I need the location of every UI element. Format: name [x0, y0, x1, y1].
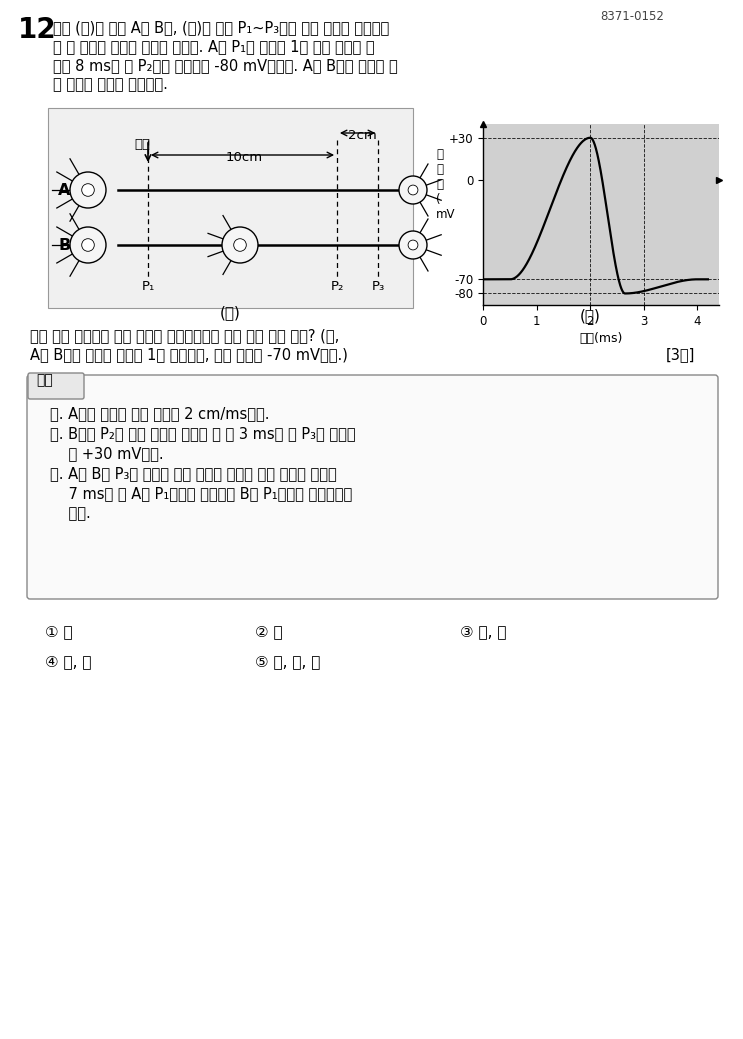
Text: (나): (나): [580, 308, 600, 323]
Circle shape: [70, 227, 106, 263]
X-axis label: 시간(ms): 시간(ms): [580, 331, 623, 345]
Text: ㄷ. A와 B의 P₃에 동시에 역치 이상의 자극을 주고 경과된 시간이: ㄷ. A와 B의 P₃에 동시에 역치 이상의 자극을 주고 경과된 시간이: [50, 467, 337, 481]
Text: (가): (가): [220, 305, 241, 320]
FancyBboxPatch shape: [27, 375, 718, 600]
FancyBboxPatch shape: [48, 108, 413, 308]
Text: A와 B에서 흥분의 전도는 1회 일어났고, 휴지 전위는 -70 mV이다.): A와 B에서 흥분의 전도는 1회 일어났고, 휴지 전위는 -70 mV이다.…: [30, 347, 348, 362]
FancyBboxPatch shape: [28, 373, 84, 399]
Text: ③ ㄱ, ㄴ: ③ ㄱ, ㄴ: [460, 624, 507, 639]
Circle shape: [408, 185, 418, 195]
Text: 을 때 막전위 변화를 나타낸 것이다. A의 P₁에 자극을 1회 주고 경과된 시: 을 때 막전위 변화를 나타낸 것이다. A의 P₁에 자극을 1회 주고 경과…: [53, 39, 374, 54]
Text: 2cm: 2cm: [348, 129, 377, 142]
Text: 10cm: 10cm: [226, 151, 263, 164]
Text: 8371-0152: 8371-0152: [600, 10, 664, 23]
Circle shape: [222, 227, 258, 263]
Circle shape: [408, 240, 418, 250]
Text: ② ㄷ: ② ㄷ: [255, 624, 282, 639]
Text: ⑤ ㄱ, ㄴ, ㄷ: ⑤ ㄱ, ㄴ, ㄷ: [255, 654, 320, 669]
Circle shape: [70, 172, 106, 208]
Circle shape: [399, 176, 427, 204]
Text: ㄴ. B에서 P₂에 역치 이상의 자극을 준 후 3 ms일 때 P₃의 막전위: ㄴ. B에서 P₂에 역치 이상의 자극을 준 후 3 ms일 때 P₃의 막전…: [50, 426, 356, 441]
Text: 는 +30 mV이다.: 는 +30 mV이다.: [50, 446, 163, 461]
Circle shape: [234, 239, 246, 251]
Circle shape: [399, 231, 427, 259]
Text: P₂: P₂: [331, 279, 344, 293]
Text: A: A: [58, 183, 71, 198]
Text: P₃: P₃: [372, 279, 386, 293]
Text: 12: 12: [18, 16, 56, 44]
Text: P₁: P₁: [142, 279, 155, 293]
Text: 자극: 자극: [134, 138, 150, 151]
Circle shape: [82, 239, 94, 251]
Text: 7 ms일 때 A의 P₁에서의 막전위는 B의 P₁에서의 막전위보다: 7 ms일 때 A의 P₁에서의 막전위는 B의 P₁에서의 막전위보다: [50, 486, 352, 501]
Text: 그림 (가)는 신경 A와 B를, (나)는 지점 P₁~P₃에서 활동 전위가 발생하였: 그림 (가)는 신경 A와 B를, (나)는 지점 P₁~P₃에서 활동 전위가…: [53, 20, 389, 35]
Text: ㄱ. A에서 흥분의 전도 속도는 2 cm/ms이다.: ㄱ. A에서 흥분의 전도 속도는 2 cm/ms이다.: [50, 406, 270, 421]
Text: B: B: [58, 238, 71, 254]
Text: 무 이외의 조건은 동일하다.: 무 이외의 조건은 동일하다.: [53, 77, 168, 92]
Text: ① ㄱ: ① ㄱ: [45, 624, 73, 639]
Text: 간이 8 ms일 때 P₂에서 막전위는 -80 mV이었다. A와 B에서 시냅스 유: 간이 8 ms일 때 P₂에서 막전위는 -80 mV이었다. A와 B에서 시…: [53, 58, 398, 73]
Text: 높다.: 높다.: [50, 506, 91, 521]
Text: 보기: 보기: [36, 373, 53, 387]
Circle shape: [82, 184, 94, 196]
Text: 막
전
위
(
mV: 막 전 위 ( mV: [436, 148, 455, 221]
Text: 이에 대한 설명으로 옳은 것만을 〈보기〉에서 있는 대로 고른 것은? (단,: 이에 대한 설명으로 옳은 것만을 〈보기〉에서 있는 대로 고른 것은? (단…: [30, 328, 340, 343]
Text: [3점]: [3점]: [666, 347, 695, 362]
Text: ④ ㄴ, ㄷ: ④ ㄴ, ㄷ: [45, 654, 91, 669]
